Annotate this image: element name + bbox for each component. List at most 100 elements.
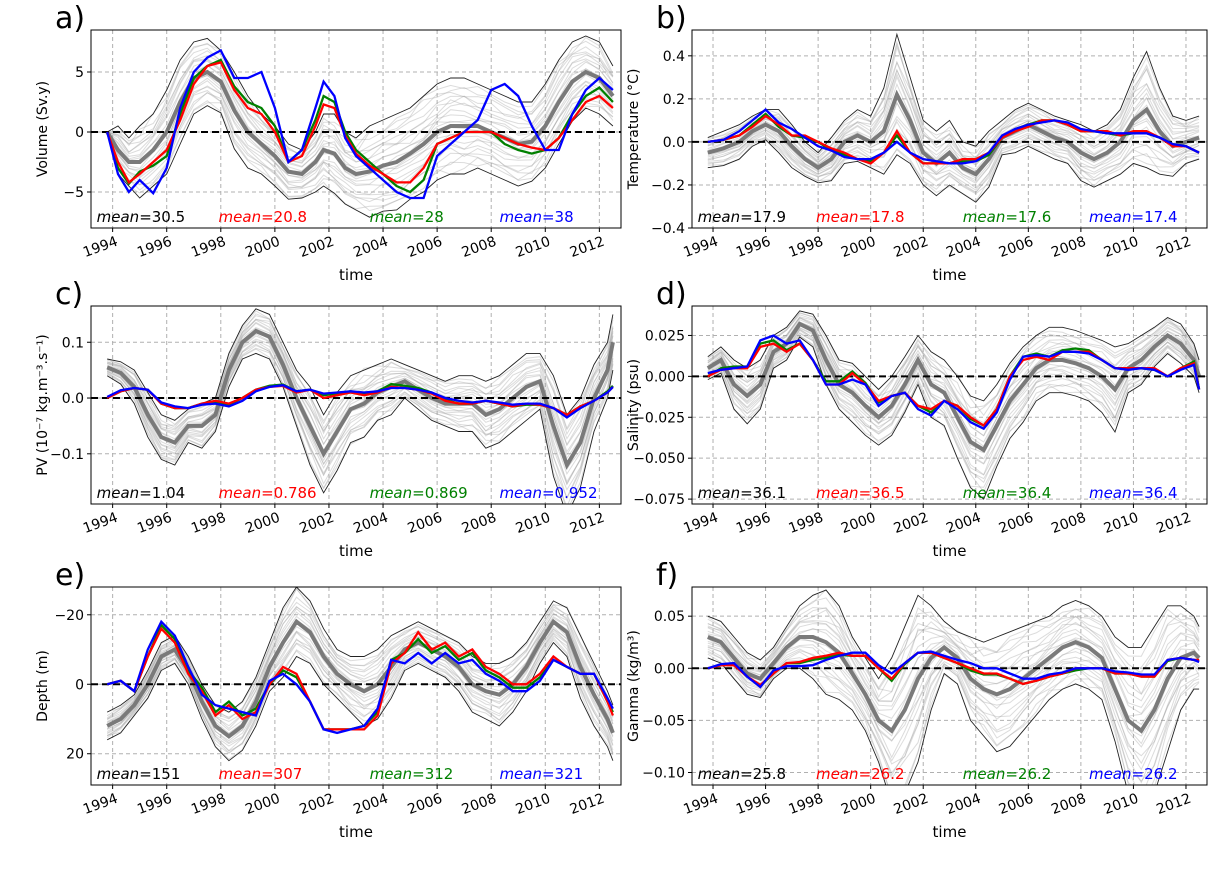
ensemble-member-line: [106, 64, 614, 172]
x-tick-label: 2008: [1049, 510, 1088, 537]
red-series-line: [707, 651, 1200, 687]
ensemble-member-line: [106, 61, 614, 169]
x-tick-label: 2008: [460, 234, 499, 261]
x-tick-label: 2010: [1102, 510, 1141, 537]
ensemble-member-line: [107, 318, 614, 436]
mean-annotation: mean=321: [499, 765, 583, 783]
ensemble-member-line: [106, 92, 614, 203]
blue-series-line: [106, 48, 614, 200]
red-series-line: [106, 61, 614, 185]
y-tick-label: −0.1: [50, 447, 84, 463]
y-tick-label: 0.00: [654, 661, 685, 677]
axes-frame: [90, 305, 622, 505]
x-axis-label: time: [339, 266, 373, 284]
x-tick-label: 1998: [787, 234, 826, 261]
ensemble-member-line: [106, 630, 614, 747]
mean-annotation: mean=0.952: [499, 484, 597, 502]
x-tick-label: 1996: [135, 791, 174, 818]
y-tick-label: 0.0: [62, 391, 84, 407]
ensemble-member-line: [707, 646, 1200, 784]
x-axis-label: time: [339, 823, 373, 841]
mean-annotation: mean=36.5: [816, 484, 905, 502]
ensemble-member-line: [107, 335, 614, 486]
x-tick-label: 2008: [460, 791, 499, 818]
ensemble-member-line: [107, 50, 614, 158]
x-axis-label: time: [933, 823, 967, 841]
x-tick-label: 2010: [1102, 234, 1141, 261]
mean-annotation: mean=0.869: [370, 484, 468, 502]
x-axis-label: time: [933, 266, 967, 284]
ensemble-member-line: [106, 601, 614, 720]
x-tick-label: 2000: [839, 510, 878, 537]
y-axis-label: Gamma (kg/m³): [626, 630, 642, 742]
x-tick-label: 2012: [1154, 510, 1193, 537]
ensemble-member-line: [707, 319, 1200, 437]
ensemble-member-line: [707, 60, 1200, 162]
panel-label: e): [55, 558, 85, 593]
ensemble-member-line: [707, 650, 1200, 782]
mean-annotation: mean=26.2: [963, 765, 1052, 783]
ensemble-member-line: [106, 605, 614, 722]
x-tick-label: 2006: [997, 791, 1036, 818]
ensemble-member-line: [707, 115, 1200, 183]
ensemble-member-line: [106, 54, 614, 164]
envelope-upper-line: [106, 587, 614, 713]
x-tick-label: 1996: [734, 234, 773, 261]
y-tick-label: 0.000: [645, 369, 685, 385]
ensemble-member-line: [106, 98, 614, 212]
ensemble-member-line: [107, 319, 614, 446]
x-tick-label: 2012: [568, 234, 607, 261]
y-tick-label: 0: [75, 677, 84, 693]
x-tick-label: 2004: [351, 234, 390, 261]
x-tick-label: 2012: [568, 510, 607, 537]
x-tick-label: 2006: [406, 234, 445, 261]
red-series-line: [707, 114, 1200, 165]
panel-e: −20 0 20 1994 1996 1998 2000 2002 2004 2006 2008 20…: [35, 558, 622, 841]
x-tick-label: 1996: [734, 510, 773, 537]
y-axis-label: PV (10⁻⁷ kg.m⁻³.s⁻¹): [35, 334, 51, 476]
y-tick-label: −0.050: [633, 451, 685, 467]
ensemble-member-line: [106, 635, 614, 754]
mean-annotation: mean=17.9: [698, 208, 787, 226]
mean-annotation: mean=1.04: [97, 484, 186, 502]
y-tick-label: −0.4: [651, 221, 685, 237]
x-tick-label: 2008: [1049, 791, 1088, 818]
y-tick-label: 0.4: [663, 49, 685, 65]
x-tick-label: 1996: [135, 510, 174, 537]
panel-b: −0.4 −0.2 0.0 0.2 0.4 1994 1996 1998 2000 2002 200…: [626, 1, 1208, 284]
ensemble-member-line: [707, 316, 1200, 428]
mean-annotation: mean=0.786: [219, 484, 317, 502]
ensemble-member-line: [107, 310, 614, 426]
ensemble-member-line: [106, 347, 614, 504]
envelope-upper-line: [707, 589, 1200, 680]
ensemble-member-line: [107, 318, 614, 440]
x-tick-label: 2006: [997, 510, 1036, 537]
ensemble-member-line: [707, 69, 1200, 166]
ensemble-member-line: [707, 628, 1200, 715]
ensemble-member-line: [106, 340, 614, 491]
ensemble-member-line: [107, 321, 614, 447]
envelope-lower-line: [707, 657, 1200, 785]
mean-annotation: mean=30.5: [97, 208, 186, 226]
x-tick-label: 2004: [944, 791, 983, 818]
mean-annotation: mean=26.2: [1089, 765, 1178, 783]
mean-annotation: mean=151: [97, 765, 181, 783]
ensemble-member-line: [707, 588, 1200, 689]
ensemble-member-line: [106, 587, 614, 719]
y-tick-label: 0: [75, 125, 84, 141]
x-tick-label: 1998: [189, 234, 228, 261]
panel-a: −5 0 5 1994 1996 1998 2000 2002 2004 2006 2008 2010…: [35, 1, 622, 284]
envelope-lower-line: [106, 105, 614, 218]
plot-area: [692, 32, 1207, 203]
panel-c: −0.1 0.0 0.1 1994 1996 1998 2000 2002 2004 2006 20…: [35, 277, 622, 560]
ensemble-member-line: [106, 632, 614, 752]
ensemble-member-line: [707, 138, 1200, 202]
ensemble-member-line: [707, 132, 1200, 194]
y-tick-label: −20: [54, 608, 84, 624]
ensemble-member-line: [106, 638, 614, 755]
y-tick-label: 5: [75, 65, 84, 81]
ensemble-member-line: [707, 312, 1200, 409]
x-tick-label: 2008: [1049, 234, 1088, 261]
panel-f: −0.10 −0.05 0.00 0.05 1994 1996 1998 2000 2002 20…: [626, 558, 1208, 841]
mean-annotation: mean=26.2: [816, 765, 905, 783]
